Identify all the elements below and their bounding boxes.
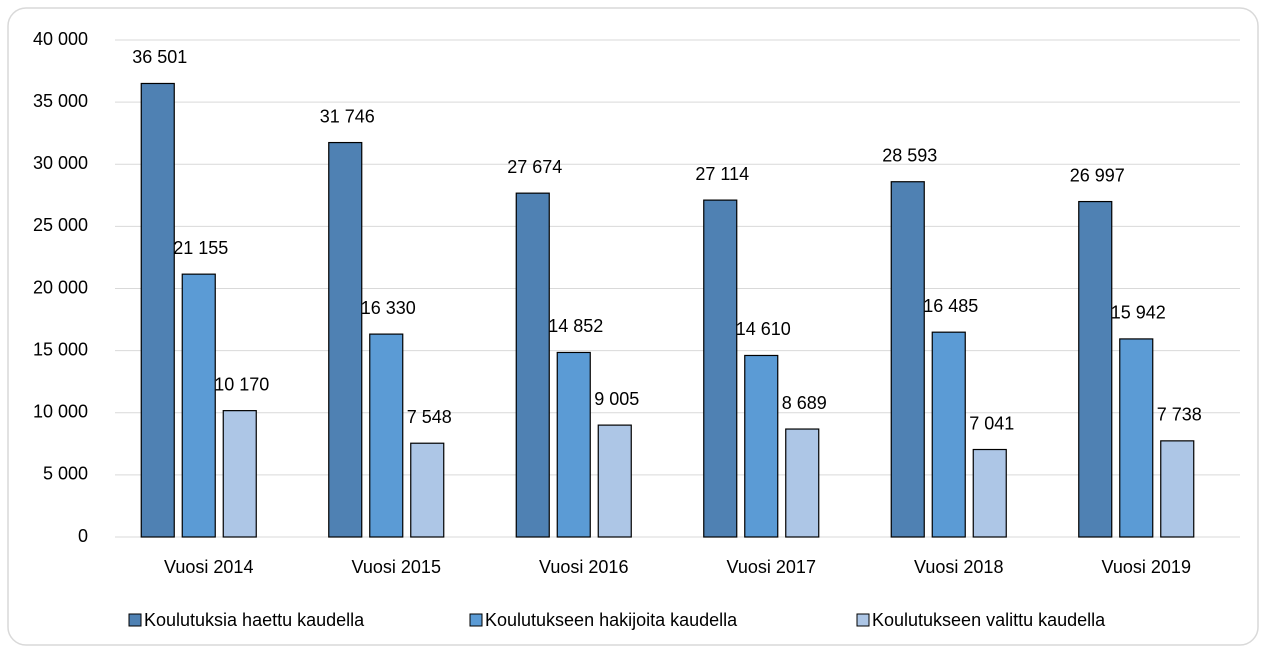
bar xyxy=(1078,200,1113,538)
value-label: 7 738 xyxy=(1157,405,1202,425)
value-label: 14 852 xyxy=(548,316,603,336)
value-label: 28 593 xyxy=(882,145,937,165)
legend-swatch xyxy=(856,613,870,627)
y-tick-label: 25 000 xyxy=(33,215,88,235)
value-label: 16 485 xyxy=(923,296,978,316)
legend-label: Koulutukseen hakijoita kaudella xyxy=(485,610,738,630)
x-tick-label: Vuosi 2017 xyxy=(727,557,816,577)
value-label: 27 114 xyxy=(695,164,749,184)
y-tick-label: 0 xyxy=(78,526,88,546)
y-tick-label: 5 000 xyxy=(43,464,88,484)
bar xyxy=(890,181,925,538)
x-tick-label: Vuosi 2019 xyxy=(1102,557,1191,577)
bar xyxy=(181,273,216,538)
legend-label: Koulutukseen valittu kaudella xyxy=(872,610,1106,630)
legend-swatch xyxy=(469,613,483,627)
bar xyxy=(369,333,404,538)
value-label: 14 610 xyxy=(736,319,791,339)
legend-label: Koulutuksia haettu kaudella xyxy=(144,610,365,630)
x-tick-label: Vuosi 2018 xyxy=(914,557,1003,577)
bar xyxy=(222,410,257,538)
value-label: 8 689 xyxy=(782,393,827,413)
bar xyxy=(597,424,632,538)
bar xyxy=(515,192,550,538)
value-label: 15 942 xyxy=(1111,303,1166,323)
value-label: 10 170 xyxy=(214,374,269,394)
value-label: 27 674 xyxy=(507,157,562,177)
y-tick-label: 40 000 xyxy=(33,29,88,49)
value-label: 31 746 xyxy=(320,106,375,126)
y-tick-label: 15 000 xyxy=(33,339,88,359)
legend-swatch xyxy=(128,613,142,627)
x-tick-label: Vuosi 2014 xyxy=(164,557,253,577)
bar xyxy=(972,448,1007,538)
bar xyxy=(703,199,738,538)
bar xyxy=(328,141,363,538)
y-tick-label: 30 000 xyxy=(33,153,88,173)
bar xyxy=(410,442,445,538)
value-label: 7 548 xyxy=(407,407,452,427)
x-tick-label: Vuosi 2015 xyxy=(352,557,441,577)
y-tick-label: 10 000 xyxy=(33,402,88,422)
value-label: 21 155 xyxy=(173,238,228,258)
value-label: 7 041 xyxy=(969,413,1014,433)
bar xyxy=(1119,338,1154,538)
bar xyxy=(744,354,779,538)
bar xyxy=(1160,440,1195,538)
value-label: 36 501 xyxy=(132,47,187,67)
value-label: 26 997 xyxy=(1070,165,1125,185)
bar xyxy=(931,331,966,538)
value-label: 9 005 xyxy=(594,389,639,409)
x-tick-label: Vuosi 2016 xyxy=(539,557,628,577)
value-label: 16 330 xyxy=(361,298,416,318)
y-tick-label: 20 000 xyxy=(33,277,88,297)
bar xyxy=(556,351,591,538)
bar xyxy=(785,428,820,538)
y-tick-label: 35 000 xyxy=(33,91,88,111)
bar xyxy=(140,82,175,538)
